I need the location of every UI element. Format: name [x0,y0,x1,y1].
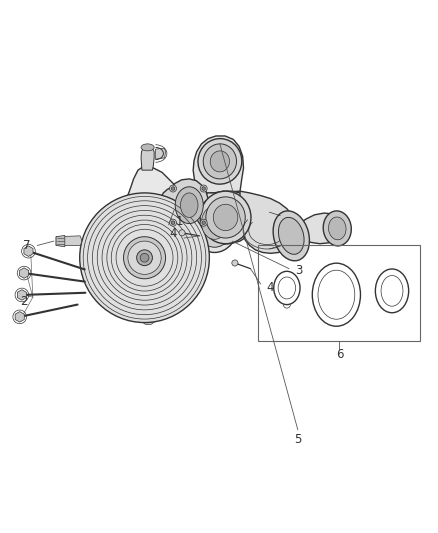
Circle shape [137,250,152,265]
Ellipse shape [273,211,309,261]
Ellipse shape [195,198,234,247]
Polygon shape [155,148,166,159]
Circle shape [80,193,209,322]
Ellipse shape [279,217,304,254]
Circle shape [171,221,175,224]
Ellipse shape [198,139,242,184]
Polygon shape [240,191,297,253]
Circle shape [200,219,207,226]
Circle shape [140,253,149,262]
Polygon shape [117,219,187,306]
Ellipse shape [203,144,237,179]
Ellipse shape [180,193,198,217]
Text: 4: 4 [266,281,274,294]
Circle shape [170,185,177,192]
Text: 7: 7 [22,239,30,252]
Polygon shape [56,236,81,246]
Polygon shape [24,246,33,256]
Circle shape [128,241,161,274]
Ellipse shape [191,193,239,253]
Circle shape [202,221,205,224]
Ellipse shape [323,211,351,246]
Text: 4: 4 [169,227,177,240]
Polygon shape [18,290,26,300]
Polygon shape [56,236,65,247]
Ellipse shape [328,217,346,240]
Bar [258,245,420,341]
Text: 6: 6 [336,348,343,361]
Ellipse shape [213,204,238,231]
Circle shape [124,237,166,279]
Circle shape [200,185,207,192]
Ellipse shape [141,144,154,151]
Text: 1: 1 [176,215,184,228]
Circle shape [171,187,175,190]
Circle shape [179,230,185,236]
Polygon shape [123,166,184,241]
Ellipse shape [175,187,203,223]
Circle shape [202,187,205,190]
Polygon shape [159,179,208,231]
Circle shape [232,260,238,266]
Polygon shape [193,136,244,193]
Polygon shape [139,307,158,324]
Ellipse shape [206,197,245,238]
Text: 3: 3 [295,264,302,277]
Ellipse shape [200,191,251,244]
Polygon shape [15,312,24,322]
Polygon shape [141,146,154,170]
Text: 2: 2 [20,295,28,308]
Text: 5: 5 [294,433,301,446]
Circle shape [170,219,177,226]
Polygon shape [20,268,28,278]
Ellipse shape [210,151,230,172]
Polygon shape [298,213,344,244]
Polygon shape [194,191,254,244]
Ellipse shape [201,206,228,239]
